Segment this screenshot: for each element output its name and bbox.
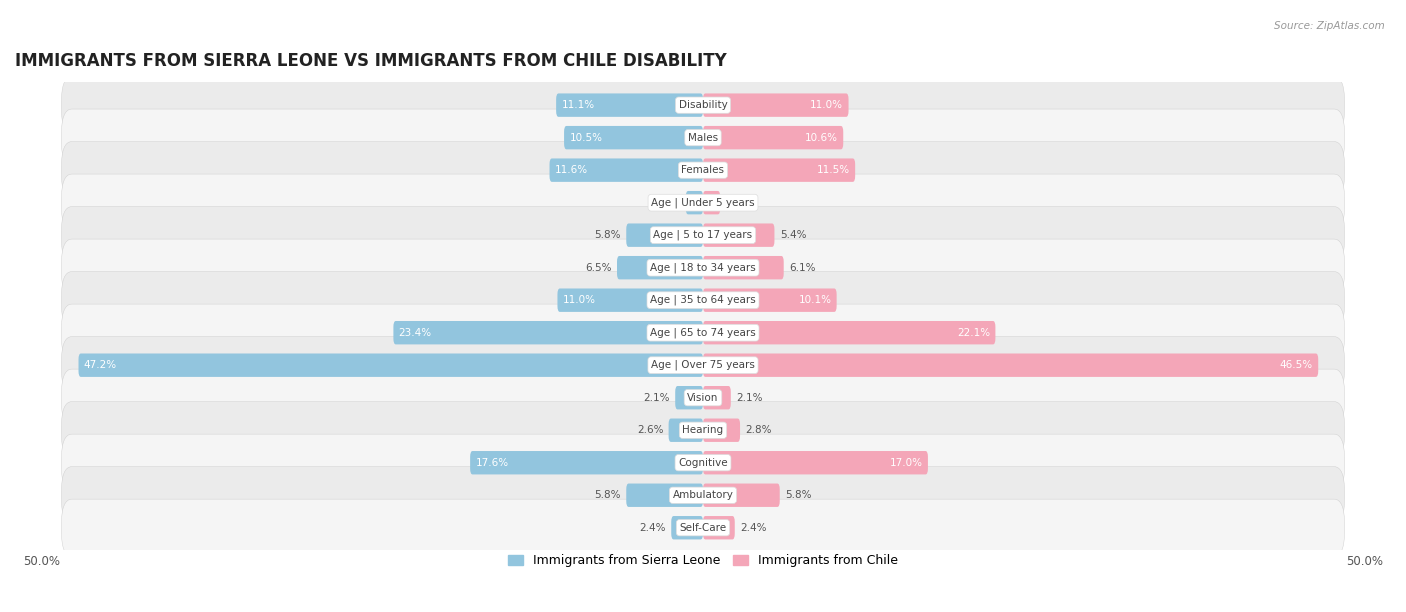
Text: 11.0%: 11.0% <box>562 295 596 305</box>
Text: 5.4%: 5.4% <box>780 230 806 240</box>
Text: 5.8%: 5.8% <box>595 490 621 500</box>
FancyBboxPatch shape <box>703 159 855 182</box>
FancyBboxPatch shape <box>686 191 703 214</box>
FancyBboxPatch shape <box>62 207 1344 264</box>
Text: 17.0%: 17.0% <box>890 458 922 468</box>
FancyBboxPatch shape <box>62 434 1344 491</box>
FancyBboxPatch shape <box>62 76 1344 134</box>
Text: Males: Males <box>688 133 718 143</box>
FancyBboxPatch shape <box>394 321 703 345</box>
FancyBboxPatch shape <box>62 499 1344 556</box>
FancyBboxPatch shape <box>564 126 703 149</box>
Text: 2.4%: 2.4% <box>640 523 666 532</box>
FancyBboxPatch shape <box>626 223 703 247</box>
FancyBboxPatch shape <box>703 288 837 312</box>
Text: 2.1%: 2.1% <box>644 393 669 403</box>
FancyBboxPatch shape <box>79 354 703 377</box>
Text: 2.1%: 2.1% <box>737 393 762 403</box>
Text: Females: Females <box>682 165 724 175</box>
Text: 10.5%: 10.5% <box>569 133 602 143</box>
FancyBboxPatch shape <box>671 516 703 539</box>
FancyBboxPatch shape <box>703 126 844 149</box>
Text: 46.5%: 46.5% <box>1279 360 1313 370</box>
Text: 2.8%: 2.8% <box>745 425 772 435</box>
FancyBboxPatch shape <box>557 94 703 117</box>
Text: 6.1%: 6.1% <box>789 263 815 273</box>
FancyBboxPatch shape <box>62 272 1344 329</box>
FancyBboxPatch shape <box>550 159 703 182</box>
FancyBboxPatch shape <box>617 256 703 280</box>
Text: 22.1%: 22.1% <box>957 327 990 338</box>
FancyBboxPatch shape <box>62 304 1344 361</box>
FancyBboxPatch shape <box>703 516 735 539</box>
FancyBboxPatch shape <box>703 321 995 345</box>
Text: 2.6%: 2.6% <box>637 425 664 435</box>
FancyBboxPatch shape <box>626 483 703 507</box>
FancyBboxPatch shape <box>703 223 775 247</box>
Text: 5.8%: 5.8% <box>595 230 621 240</box>
FancyBboxPatch shape <box>62 401 1344 459</box>
Text: Disability: Disability <box>679 100 727 110</box>
Text: 5.8%: 5.8% <box>785 490 811 500</box>
FancyBboxPatch shape <box>703 419 740 442</box>
FancyBboxPatch shape <box>675 386 703 409</box>
FancyBboxPatch shape <box>62 109 1344 166</box>
Text: 17.6%: 17.6% <box>475 458 509 468</box>
Text: 11.6%: 11.6% <box>555 165 588 175</box>
FancyBboxPatch shape <box>62 239 1344 296</box>
Text: Cognitive: Cognitive <box>678 458 728 468</box>
Text: 11.0%: 11.0% <box>810 100 844 110</box>
FancyBboxPatch shape <box>703 191 720 214</box>
FancyBboxPatch shape <box>703 256 783 280</box>
Text: Age | 65 to 74 years: Age | 65 to 74 years <box>650 327 756 338</box>
FancyBboxPatch shape <box>62 141 1344 199</box>
Text: Ambulatory: Ambulatory <box>672 490 734 500</box>
Text: 11.5%: 11.5% <box>817 165 849 175</box>
Text: 1.3%: 1.3% <box>654 198 681 207</box>
Text: 11.1%: 11.1% <box>561 100 595 110</box>
Text: 10.6%: 10.6% <box>806 133 838 143</box>
FancyBboxPatch shape <box>669 419 703 442</box>
Text: 47.2%: 47.2% <box>84 360 117 370</box>
Text: Age | Over 75 years: Age | Over 75 years <box>651 360 755 370</box>
FancyBboxPatch shape <box>62 337 1344 394</box>
FancyBboxPatch shape <box>703 354 1319 377</box>
FancyBboxPatch shape <box>703 451 928 474</box>
Legend: Immigrants from Sierra Leone, Immigrants from Chile: Immigrants from Sierra Leone, Immigrants… <box>503 550 903 572</box>
FancyBboxPatch shape <box>62 174 1344 231</box>
Text: Vision: Vision <box>688 393 718 403</box>
Text: Self-Care: Self-Care <box>679 523 727 532</box>
Text: 23.4%: 23.4% <box>399 327 432 338</box>
Text: Age | 18 to 34 years: Age | 18 to 34 years <box>650 263 756 273</box>
Text: IMMIGRANTS FROM SIERRA LEONE VS IMMIGRANTS FROM CHILE DISABILITY: IMMIGRANTS FROM SIERRA LEONE VS IMMIGRAN… <box>15 52 727 70</box>
Text: 10.1%: 10.1% <box>799 295 831 305</box>
Text: Age | 35 to 64 years: Age | 35 to 64 years <box>650 295 756 305</box>
Text: Hearing: Hearing <box>682 425 724 435</box>
FancyBboxPatch shape <box>703 94 849 117</box>
Text: Source: ZipAtlas.com: Source: ZipAtlas.com <box>1274 21 1385 31</box>
FancyBboxPatch shape <box>62 466 1344 524</box>
FancyBboxPatch shape <box>703 386 731 409</box>
Text: 1.3%: 1.3% <box>725 198 752 207</box>
Text: 2.4%: 2.4% <box>740 523 766 532</box>
Text: Age | 5 to 17 years: Age | 5 to 17 years <box>654 230 752 241</box>
FancyBboxPatch shape <box>557 288 703 312</box>
Text: Age | Under 5 years: Age | Under 5 years <box>651 198 755 208</box>
FancyBboxPatch shape <box>703 483 780 507</box>
FancyBboxPatch shape <box>470 451 703 474</box>
FancyBboxPatch shape <box>62 369 1344 427</box>
Text: 6.5%: 6.5% <box>585 263 612 273</box>
